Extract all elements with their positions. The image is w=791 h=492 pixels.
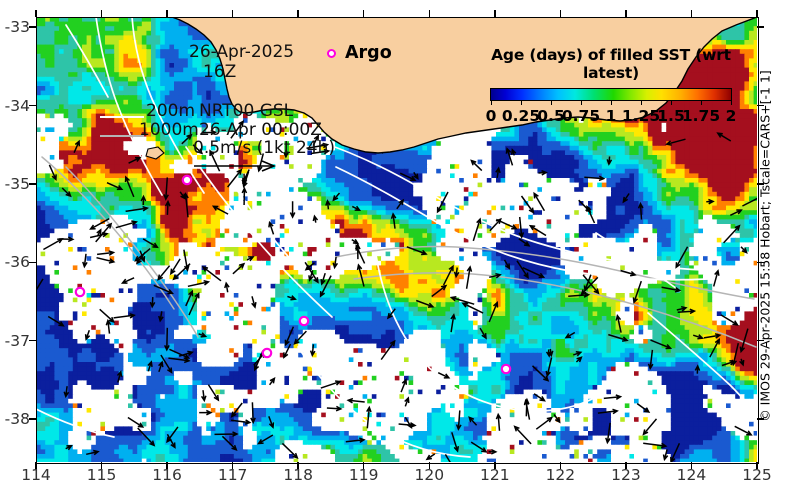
x-tick (690, 10, 693, 17)
y-axis-label: -37 (4, 331, 30, 350)
sst-age-map: 26-Apr-2025 16Z 200m 1000m NRT00 GSL 26-… (36, 17, 757, 462)
y-axis-label: -38 (4, 409, 30, 428)
y-tick (757, 183, 764, 185)
x-axis-label: 114 (21, 466, 51, 484)
y-axis-label: -35 (4, 174, 30, 193)
landmass (36, 17, 757, 160)
x-tick (494, 10, 496, 17)
x-tick (35, 10, 37, 17)
y-tick (29, 261, 36, 263)
colorbar-title: Age (days) of filled SST (wrt latest) (491, 46, 731, 82)
product-label: NRT00 GSL (199, 101, 294, 121)
y-tick (757, 339, 764, 342)
x-tick (231, 10, 234, 17)
colorbar-tick-label: 1.5 (657, 107, 685, 125)
x-tick (756, 462, 758, 469)
x-tick (363, 462, 365, 469)
x-axis-label: 124 (676, 466, 707, 484)
x-tick (494, 462, 496, 469)
contour-200m (36, 17, 757, 458)
legend-line-200m (100, 116, 144, 118)
y-tick (757, 104, 764, 107)
colorbar-tick (731, 101, 732, 105)
argo-legend-label: Argo (345, 43, 392, 63)
x-tick (428, 10, 430, 17)
x-axis-label: 115 (86, 466, 117, 484)
isobath-contours (36, 17, 757, 458)
y-axis-label: -33 (4, 18, 30, 37)
y-tick (757, 261, 764, 263)
credit-text: © IMOS 29-Apr-2025 15:58 Hobart; Tscale=… (757, 70, 773, 422)
argo-float-markers (74, 174, 512, 375)
y-tick (29, 183, 36, 185)
colorbar-tick (551, 101, 552, 105)
colorbar-ticks (491, 101, 732, 105)
scale-arrow-icon (194, 160, 277, 172)
x-tick (297, 462, 299, 469)
y-tick (29, 418, 36, 420)
colorbar-tick-label: 2 (725, 107, 737, 125)
x-tick (756, 10, 758, 17)
colorbar-gradient (490, 88, 732, 101)
x-axis-label: 118 (283, 466, 313, 484)
x-axis-label: 116 (152, 466, 182, 484)
colorbar-tick (581, 101, 582, 105)
colorbar-tick-label: 0.5 (537, 107, 565, 125)
colorbar-tick (671, 101, 672, 105)
y-tick (29, 26, 36, 28)
x-tick (690, 462, 693, 469)
colorbar-tick-label: 1.25 (621, 107, 661, 125)
x-tick (100, 10, 103, 17)
x-axis-label: 121 (480, 466, 510, 484)
colorbar-tick-label: 0.75 (561, 107, 601, 125)
colorbar-tick (491, 101, 492, 105)
y-tick (757, 418, 764, 420)
x-tick (231, 462, 234, 469)
depth-label-1000m: 1000m (139, 120, 199, 140)
colorbar-tick (611, 101, 612, 105)
colorbar-tick-label: 1.75 (681, 107, 721, 125)
x-tick (559, 10, 562, 17)
y-tick (29, 339, 36, 342)
x-tick (559, 462, 562, 469)
x-tick (166, 462, 168, 469)
map-date-line1: 26-Apr-2025 (189, 42, 295, 62)
colorbar-tick (521, 101, 522, 105)
colorbar-tick (701, 101, 702, 105)
y-axis-label: -34 (4, 96, 30, 115)
colorbar-tick-label: 1 (605, 107, 617, 125)
x-tick (35, 462, 37, 469)
y-tick (757, 26, 764, 28)
speed-scale-label: 0.5m/s (1kt 24h) (193, 138, 335, 158)
x-axis-label: 119 (348, 466, 379, 484)
x-tick (363, 10, 365, 17)
y-axis-label: -36 (4, 253, 30, 272)
y-tick (29, 104, 36, 107)
x-axis-label: 125 (742, 466, 772, 484)
x-tick (297, 10, 299, 17)
colorbar-tick-label: 0 (485, 107, 497, 125)
x-tick (625, 462, 627, 469)
depth-label-200m: 200m (146, 101, 196, 121)
x-axis-label: 120 (414, 466, 445, 484)
x-tick (625, 10, 627, 17)
colorbar-tick (641, 101, 642, 105)
x-tick (100, 462, 103, 469)
colorbar-tick-label: 0.25 (501, 107, 541, 125)
x-tick (166, 10, 168, 17)
legend-line-1000m (100, 135, 144, 137)
island (145, 146, 165, 160)
x-axis-label: 123 (611, 466, 641, 484)
product-date: 26-Apr 00:00Z (199, 120, 322, 140)
x-tick (428, 462, 430, 469)
contour-1000m (41, 156, 757, 348)
colorbar-tick-labels: 0 0.25 0.5 0.75 1 1.25 1.5 1.75 2 (461, 107, 757, 127)
argo-legend: Argo (327, 43, 392, 63)
argo-marker-icon (327, 48, 336, 58)
x-axis-label: 117 (217, 466, 248, 484)
x-axis-label: 122 (545, 466, 576, 484)
map-date-line2: 16Z (203, 62, 237, 82)
